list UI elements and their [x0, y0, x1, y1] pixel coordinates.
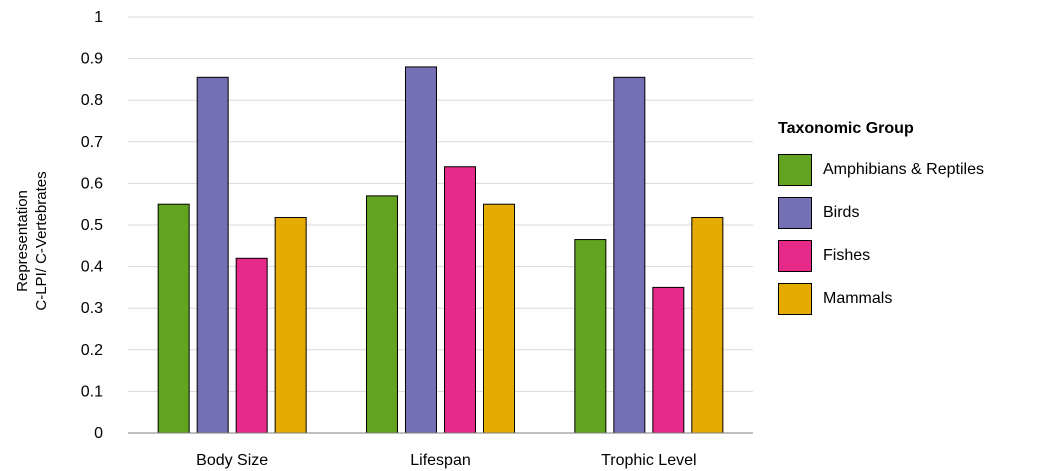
legend-swatch — [778, 240, 812, 272]
y-tick-label: 0.6 — [81, 175, 103, 192]
y-tick-label: 0.5 — [81, 217, 103, 234]
bar-amphibians-reptiles-trophic-level — [574, 239, 607, 434]
x-tick-label: Trophic Level — [601, 452, 696, 469]
legend-items: Amphibians & Reptiles Birds Fishes Mammals — [778, 154, 1038, 317]
y-axis-label-line1: Representation — [14, 190, 31, 292]
bar-mammals-body-size — [274, 217, 307, 434]
bar-fishes-trophic-level — [652, 286, 685, 434]
x-axis-labels: Body Size Lifespan Trophic Level — [196, 452, 696, 469]
legend-swatch — [778, 197, 812, 229]
y-tick-label: 0.9 — [81, 51, 103, 68]
y-axis-ticks: 0 0.1 0.2 0.3 0.4 0.5 0.6 0.7 0.8 0.9 1 — [81, 9, 103, 442]
y-tick-label: 0.3 — [81, 300, 103, 317]
x-tick-label: Body Size — [196, 452, 268, 469]
legend-swatch — [778, 154, 812, 186]
y-tick-label: 0.2 — [81, 342, 103, 359]
gridlines — [128, 16, 753, 392]
y-tick-label: 0.8 — [81, 92, 103, 109]
legend-item: Fishes — [778, 240, 1038, 274]
legend-label: Amphibians & Reptiles — [823, 161, 984, 178]
legend-swatch — [778, 283, 812, 315]
legend-item: Birds — [778, 197, 1038, 231]
y-tick-label: 1 — [94, 9, 103, 26]
bar-mammals-trophic-level — [691, 217, 724, 434]
y-axis-label-line2: C-LPI/ C-Vertebrates — [33, 171, 50, 310]
y-tick-label: 0.7 — [81, 134, 103, 151]
legend-item: Amphibians & Reptiles — [778, 154, 1038, 188]
legend-title: Taxonomic Group — [778, 120, 914, 137]
bar-amphibians-reptiles-body-size — [157, 203, 190, 434]
y-tick-label: 0.4 — [81, 259, 103, 276]
legend-label: Fishes — [823, 247, 871, 264]
bar-birds-lifespan — [405, 66, 437, 434]
bar-birds-trophic-level — [613, 76, 646, 434]
x-tick-label: Lifespan — [410, 452, 471, 469]
bar-amphibians-reptiles-lifespan — [366, 195, 398, 434]
bar-fishes-lifespan — [444, 166, 476, 434]
bars — [157, 66, 724, 434]
legend-label: Birds — [823, 204, 860, 221]
bar-birds-body-size — [196, 76, 229, 434]
legend: Taxonomic Group Amphibians & Reptiles Bir… — [778, 120, 1038, 326]
y-tick-label: 0 — [94, 425, 103, 442]
legend-label: Mammals — [823, 290, 893, 307]
legend-item: Mammals — [778, 283, 1038, 317]
y-tick-label: 0.1 — [81, 383, 103, 400]
bar-fishes-body-size — [235, 257, 268, 434]
bar-mammals-lifespan — [483, 203, 515, 434]
